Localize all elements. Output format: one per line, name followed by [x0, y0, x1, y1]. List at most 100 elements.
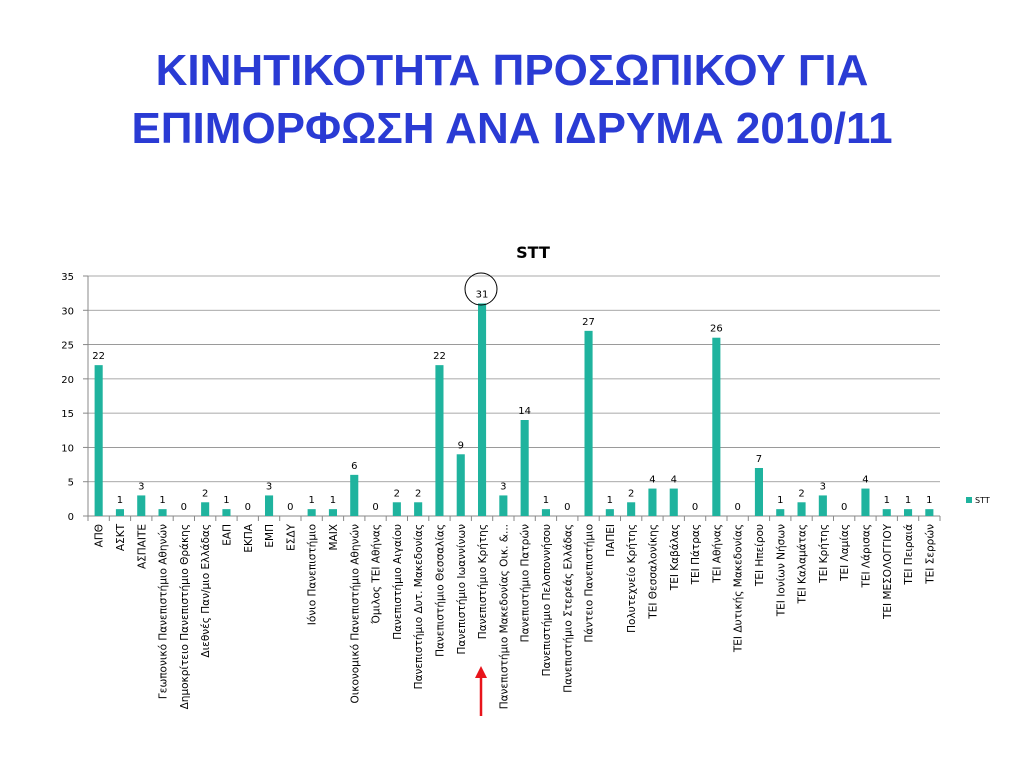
- y-tick-label: 30: [61, 306, 74, 317]
- x-tick-label: Πανεπιστήμιο Δυτ. Μακεδονίας: [413, 524, 425, 689]
- value-label: 1: [117, 495, 123, 506]
- x-tick-label: Πολυτεχνείο Κρήτης: [626, 524, 638, 633]
- y-tick-label: 10: [61, 443, 74, 454]
- value-label: 2: [798, 488, 804, 499]
- y-tick-label: 5: [68, 478, 74, 489]
- y-tick-label: 0: [68, 512, 74, 523]
- bar: [222, 509, 231, 516]
- x-tick-label: ΤΕΙ Καβάλας: [669, 524, 681, 591]
- x-tick-label: ΤΕΙ Πάτρας: [690, 524, 702, 585]
- value-label: 27: [582, 317, 595, 328]
- value-label: 3: [820, 481, 826, 492]
- x-tick-label: ΤΕΙ Σερρών: [924, 524, 936, 585]
- x-tick-label: ΤΕΙ Λαμίας: [839, 524, 851, 582]
- y-tick-label: 35: [61, 272, 74, 283]
- value-label: 26: [710, 324, 723, 335]
- slide-title-line: ΚΙΝΗΤΙΚΟΤΗΤΑ ΠΡΟΣΩΠΙΚΟΥ ΓΙΑ: [156, 46, 869, 95]
- y-tick-label: 25: [61, 341, 74, 352]
- legend-key: [966, 497, 972, 503]
- bar: [158, 509, 167, 516]
- bar: [201, 502, 210, 516]
- x-tick-label: Πανεπιστήμιο Στερεάς Ελλάδας: [562, 524, 574, 693]
- x-tick-label: ΤΕΙ Ιονίων Νήσων: [775, 524, 787, 617]
- x-tick-label: Πανεπιστήμιο Μακεδονίας Οικ. &...: [498, 524, 510, 709]
- value-label: 0: [245, 502, 251, 513]
- bar: [328, 509, 337, 516]
- x-tick-label: ΤΕΙ Ηπείρου: [754, 524, 766, 587]
- x-tick-label: ΑΣΠΑΙΤΕ: [136, 524, 148, 569]
- x-tick-label: Διεθνές Παν/μιο Ελλάδας: [200, 524, 212, 658]
- bar: [776, 509, 785, 516]
- legend-label: STT: [975, 496, 990, 505]
- slide-title-line: ΕΠΙΜΟΡΦΩΣΗ ΑΝΑ ΙΔΡΥΜΑ 2010/11: [131, 104, 892, 153]
- value-label: 0: [372, 502, 378, 513]
- x-tick-label: ΤΕΙ Θεσσαλονίκης: [647, 524, 659, 620]
- bar: [797, 502, 806, 516]
- bar: [435, 365, 444, 516]
- x-tick-label: ΤΕΙ Κρήτης: [818, 524, 830, 584]
- value-label: 2: [394, 488, 400, 499]
- value-label: 1: [777, 495, 783, 506]
- x-tick-label: ΜΑΙΧ: [328, 524, 340, 551]
- value-label: 14: [518, 406, 531, 417]
- y-tick-label: 15: [61, 409, 74, 420]
- bar: [541, 509, 550, 516]
- bar: [818, 495, 827, 516]
- value-label: 1: [926, 495, 932, 506]
- value-label: 1: [330, 495, 336, 506]
- x-tick-label: Πανεπιστήμιο Πατρών: [520, 524, 532, 642]
- value-label: 4: [649, 475, 655, 486]
- value-label: 1: [884, 495, 890, 506]
- x-tick-label: ΤΕΙ Πειραιά: [903, 524, 915, 586]
- value-label: 3: [266, 481, 272, 492]
- bar: [456, 454, 465, 516]
- bar: [478, 303, 487, 516]
- value-label: 1: [905, 495, 911, 506]
- x-tick-label: ΤΕΙ Λάρισας: [860, 524, 872, 589]
- bar: [414, 502, 423, 516]
- bar: [605, 509, 614, 516]
- x-tick-label: Πανεπιστήμιο Πελοποννήσου: [541, 524, 553, 676]
- value-label: 0: [841, 502, 847, 513]
- bar: [627, 502, 636, 516]
- chart-title: STT: [516, 243, 550, 262]
- y-tick-label: 20: [61, 375, 74, 386]
- x-tick-label: Όμιλος ΤΕΙ Αθήνας: [371, 524, 383, 625]
- bar: [307, 509, 316, 516]
- x-tick-label: ΕΚΠΑ: [243, 523, 255, 552]
- value-label: 2: [415, 488, 421, 499]
- x-tick-label: Πανεπιστήμιο Κρήτης: [477, 524, 489, 639]
- value-label: 22: [92, 351, 105, 362]
- value-label: 3: [500, 481, 506, 492]
- x-tick-label: Πανεπιστήμιο Ιωαννίνων: [456, 524, 468, 655]
- bar: [904, 509, 913, 516]
- value-label: 9: [458, 440, 464, 451]
- value-label: 0: [181, 502, 187, 513]
- value-label: 31: [476, 289, 489, 300]
- bar: [648, 488, 657, 516]
- highlight-circle: [464, 272, 498, 306]
- x-tick-label: Πανεπιστήμιο Αιγαίου: [392, 524, 404, 640]
- x-tick-label: Οικονομικό Πανεπιστήμιο Αθηνών: [349, 524, 361, 704]
- value-label: 1: [607, 495, 613, 506]
- x-tick-label: ΤΕΙ Καλαμάτας: [797, 524, 809, 604]
- x-tick-label: Ιόνιο Πανεπιστήμιο: [307, 524, 319, 625]
- bar: [861, 488, 870, 516]
- bar: [882, 509, 891, 516]
- value-label: 0: [564, 502, 570, 513]
- value-label: 1: [223, 495, 229, 506]
- x-tick-label: ΑΣΚΤ: [115, 523, 127, 551]
- x-tick-label: ΑΠΘ: [94, 524, 106, 547]
- x-tick-label: ΤΕΙ Δυτικής Μακεδονίας: [733, 524, 745, 653]
- value-label: 2: [202, 488, 208, 499]
- x-tick-label: ΤΕΙ ΜΕΣΟΛΟΓΓΙΟΥ: [882, 523, 894, 620]
- x-tick-label: Πάντειο Πανεπιστήμιο: [584, 524, 596, 643]
- value-label: 4: [671, 475, 677, 486]
- value-label: 0: [692, 502, 698, 513]
- value-label: 1: [543, 495, 549, 506]
- bar: [925, 509, 934, 516]
- x-tick-label: ΤΕΙ Αθήνας: [711, 524, 723, 584]
- value-label: 2: [628, 488, 634, 499]
- value-label: 1: [159, 495, 165, 506]
